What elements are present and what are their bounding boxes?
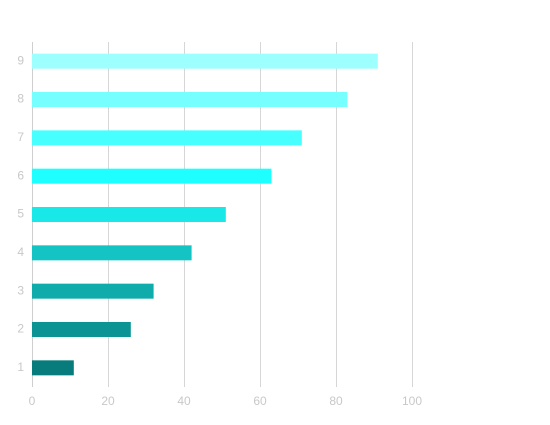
y-tick-label: 6	[17, 168, 24, 182]
bar-layer	[32, 53, 378, 376]
x-tick-label: 100	[402, 394, 422, 408]
bar-9	[32, 53, 378, 69]
bar-8	[32, 92, 348, 107]
y-tick-label: 4	[17, 245, 24, 259]
x-tick-label: 0	[29, 394, 36, 408]
y-tick-label: 5	[17, 207, 24, 221]
bar-3	[32, 283, 154, 299]
bar-2	[32, 322, 131, 337]
x-tick-label: 20	[101, 394, 115, 408]
y-tick-label: 8	[17, 92, 24, 106]
y-tick-label: 1	[17, 360, 24, 374]
y-tick-label: 2	[17, 322, 24, 336]
bar-7	[32, 130, 302, 146]
bar-5	[32, 207, 226, 222]
x-tick-label: 40	[177, 394, 191, 408]
bar-1	[32, 360, 74, 376]
y-tick-labels: 1 2 3 4 5 6 7 8 9	[17, 53, 24, 374]
bar-6	[32, 168, 272, 184]
y-tick-label: 3	[17, 283, 24, 297]
x-tick-label: 80	[329, 394, 343, 408]
bar-4	[32, 245, 192, 261]
y-tick-label: 7	[17, 130, 24, 144]
x-tick-labels: 0 20 40 60 80 100	[29, 394, 423, 408]
x-tick-label: 60	[253, 394, 267, 408]
y-tick-label: 9	[17, 53, 24, 67]
